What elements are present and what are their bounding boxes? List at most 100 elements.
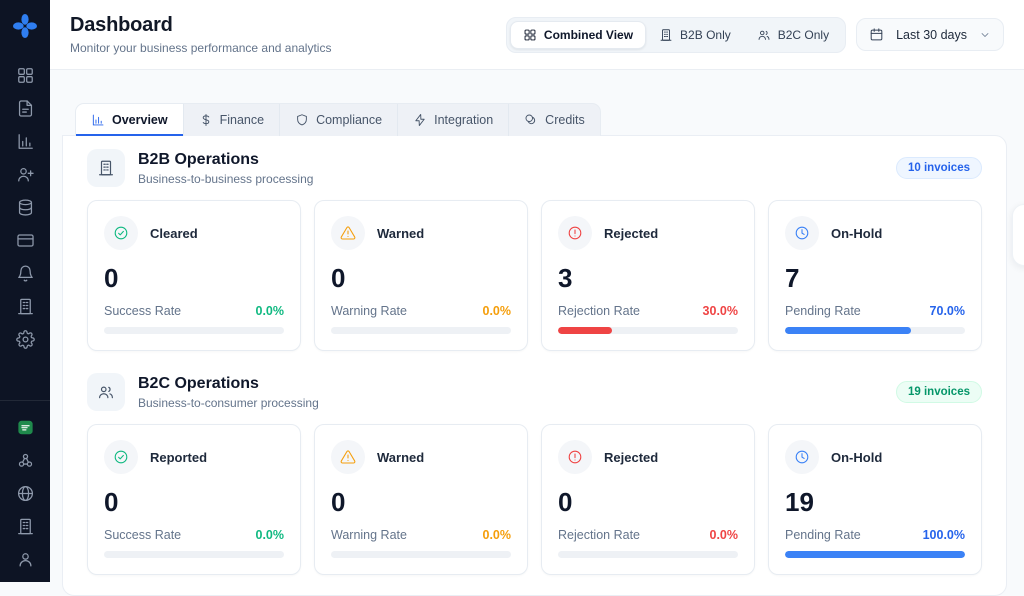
date-range-dropdown[interactable]: Last 30 days	[856, 18, 1004, 51]
view-option-b2b-only[interactable]: B2B Only	[646, 21, 744, 49]
stat-card-b2c-on-hold: On-Hold 19 Pending Rate 100.0%	[768, 424, 982, 575]
warning-triangle-icon	[331, 440, 365, 474]
grid-icon	[16, 66, 35, 85]
stat-card-header: Warned	[331, 216, 511, 250]
rate-row: Rejection Rate 30.0%	[558, 304, 738, 318]
section-title: B2B Operations	[138, 150, 259, 168]
calendar-icon	[869, 27, 884, 42]
sidebar-item-building[interactable]	[7, 510, 43, 543]
progress-fill	[785, 551, 965, 558]
sidebar-item-globe[interactable]	[7, 477, 43, 510]
header-controls: Combined View B2B Only B2C Only Last 30 da…	[505, 16, 1004, 53]
stat-card-label: Rejected	[604, 225, 659, 241]
page-subtitle: Monitor your business performance and an…	[70, 41, 332, 55]
tab-credits[interactable]: Credits	[509, 104, 600, 136]
sidebar-item-user-plus[interactable]	[7, 158, 43, 191]
network-icon	[16, 451, 35, 470]
rate-row: Success Rate 0.0%	[104, 528, 284, 542]
sidebar-item-network[interactable]	[7, 444, 43, 477]
tab-finance[interactable]: Finance	[184, 104, 281, 136]
sidebar-item-building[interactable]	[7, 290, 43, 323]
stat-card-grid: Reported 0 Success Rate 0.0% Warned 0 Warning …	[87, 424, 982, 575]
rate-value: 0.0%	[255, 304, 285, 318]
tab-label: Overview	[112, 113, 168, 127]
document-icon	[16, 99, 35, 118]
stat-card-b2c-reported: Reported 0 Success Rate 0.0%	[87, 424, 301, 575]
stat-card-grid: Cleared 0 Success Rate 0.0% Warned 0 Warning R…	[87, 200, 982, 351]
rate-row: Warning Rate 0.0%	[331, 528, 511, 542]
page-title: Dashboard	[70, 14, 173, 36]
tab-overview[interactable]: Overview	[76, 104, 184, 136]
section-b2b: B2B Operations Business-to-business proce…	[87, 149, 982, 351]
main-content: Overview Finance Compliance Integration Cred…	[50, 70, 1024, 596]
grid-icon	[523, 28, 537, 42]
stat-card-value: 0	[104, 263, 119, 293]
sidebar-item-credit-card[interactable]	[7, 224, 43, 257]
sidebar-item-user[interactable]	[7, 543, 43, 576]
saudi-flag-icon	[16, 418, 35, 437]
progress-fill	[785, 327, 911, 334]
building-icon	[659, 28, 673, 42]
rate-label: Warning Rate	[331, 304, 407, 318]
tab-compliance[interactable]: Compliance	[280, 104, 399, 136]
rate-row: Pending Rate 70.0%	[785, 304, 965, 318]
dollar-icon	[199, 113, 213, 127]
stat-card-value: 0	[331, 487, 346, 517]
view-option-combined-view[interactable]: Combined View	[509, 20, 647, 49]
database-icon	[16, 198, 35, 217]
stat-card-label: On-Hold	[831, 225, 883, 241]
floating-panel-handle[interactable]	[1012, 204, 1024, 266]
rate-value: 0.0%	[255, 528, 285, 542]
view-option-label: B2B Only	[680, 27, 731, 42]
progress-track	[558, 327, 738, 334]
sidebar-item-document[interactable]	[7, 92, 43, 125]
view-option-b2c-only[interactable]: B2C Only	[744, 21, 842, 49]
stat-card-value: 0	[104, 487, 119, 517]
section-subtitle: Business-to-business processing	[138, 171, 314, 186]
content-panel: B2B Operations Business-to-business proce…	[62, 135, 1007, 596]
stat-card-header: Reported	[104, 440, 284, 474]
rate-value: 70.0%	[929, 304, 965, 318]
stat-card-value: 3	[558, 263, 573, 293]
stat-card-value: 0	[558, 487, 573, 517]
building-icon	[16, 297, 35, 316]
page-header: Dashboard Monitor your business performa…	[50, 0, 1024, 70]
stat-card-label: Reported	[150, 449, 208, 465]
section-subtitle: Business-to-consumer processing	[138, 395, 319, 410]
stat-card-b2b-rejected: Rejected 3 Rejection Rate 30.0%	[541, 200, 755, 351]
sidebar-item-grid[interactable]	[7, 59, 43, 92]
stat-card-b2c-rejected: Rejected 0 Rejection Rate 0.0%	[541, 424, 755, 575]
progress-track	[785, 327, 965, 334]
app-logo[interactable]	[8, 9, 42, 43]
view-option-label: B2C Only	[777, 27, 830, 42]
sidebar-item-saudi-flag[interactable]	[7, 411, 43, 444]
clock-icon	[785, 440, 819, 474]
warning-triangle-icon	[331, 216, 365, 250]
tab-label: Compliance	[316, 113, 383, 127]
rate-row: Pending Rate 100.0%	[785, 528, 965, 542]
stat-card-b2c-warned: Warned 0 Warning Rate 0.0%	[314, 424, 528, 575]
clock-icon	[785, 216, 819, 250]
stat-card-value: 0	[331, 263, 346, 293]
progress-track	[558, 551, 738, 558]
stat-card-b2b-warned: Warned 0 Warning Rate 0.0%	[314, 200, 528, 351]
sidebar-item-bar-chart[interactable]	[7, 125, 43, 158]
sidebar-item-bell[interactable]	[7, 257, 43, 290]
sidebar-item-gear[interactable]	[7, 323, 43, 356]
clover-logo-icon	[11, 12, 39, 40]
sidebar-item-database[interactable]	[7, 191, 43, 224]
tab-integration[interactable]: Integration	[398, 104, 510, 136]
tab-label: Finance	[219, 113, 265, 127]
invoice-count-badge: 10 invoices	[895, 157, 982, 179]
page-title-block: Dashboard Monitor your business performa…	[70, 14, 331, 55]
alert-circle-icon	[558, 216, 592, 250]
rate-row: Success Rate 0.0%	[104, 304, 284, 318]
check-circle-icon	[104, 440, 138, 474]
section-title: B2C Operations	[138, 374, 259, 392]
stat-card-header: On-Hold	[785, 216, 965, 250]
shield-icon	[295, 113, 309, 127]
check-circle-icon	[104, 216, 138, 250]
coins-icon	[524, 113, 538, 127]
bar-chart-icon	[16, 132, 35, 151]
users-icon	[757, 28, 771, 42]
